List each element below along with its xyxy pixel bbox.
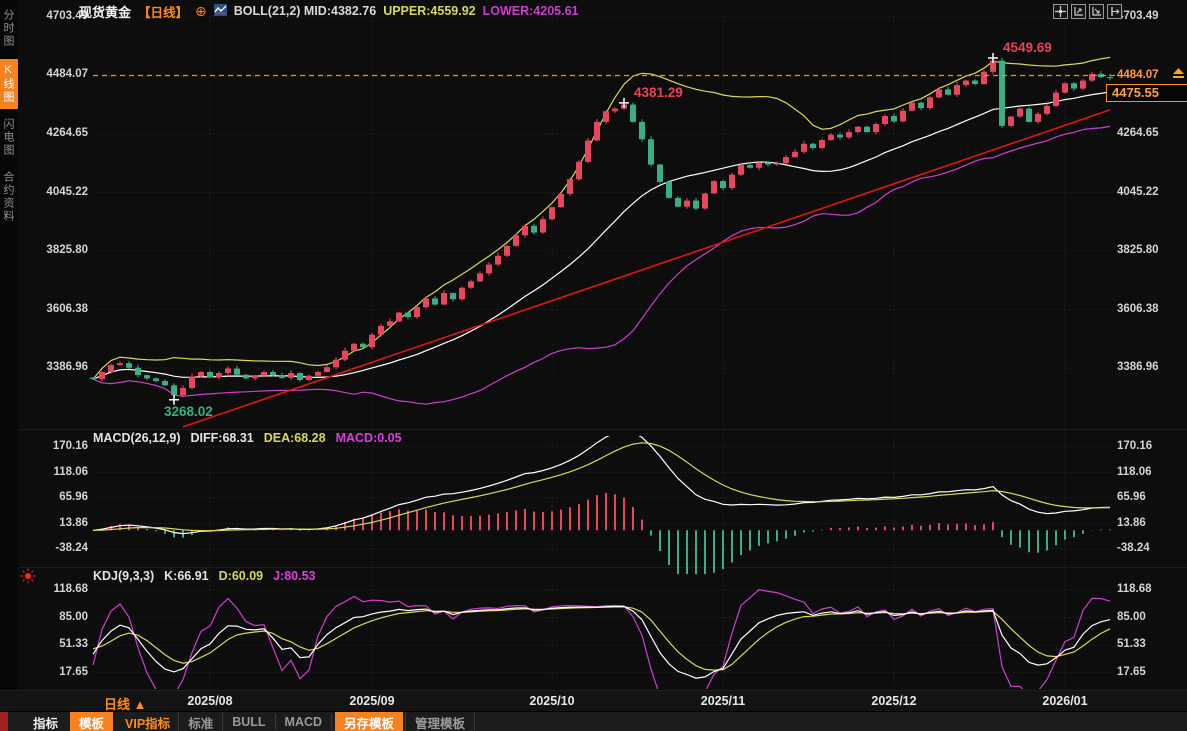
x-axis-row: 日线 ▲ 2025/08 2025/09 2025/10 2025/11 2025/12… <box>0 690 1187 712</box>
macd-dea-readout: DEA:68.28 <box>263 431 326 445</box>
chart-tools <box>1053 4 1122 19</box>
main-y-tick-right: 3606.38 <box>1117 302 1159 315</box>
kdj-k-readout: K:66.91 <box>164 569 209 583</box>
price-annotation: 4549.69 <box>1003 40 1052 55</box>
main-y-tick-left: 4264.65 <box>46 126 88 139</box>
kdj-y-tick-left: 51.33 <box>59 637 88 650</box>
x-axis-month-label: 2025/11 <box>700 694 746 708</box>
toolbar-tab-manage-templates[interactable]: 管理模板 <box>405 711 476 731</box>
period-selector[interactable]: 日线 ▲ <box>104 697 147 712</box>
macd-label: MACD(26,12,9) <box>93 431 181 445</box>
last-price-label: 4475.55 <box>1106 84 1187 102</box>
alert-sun-icon[interactable] <box>20 568 36 589</box>
bottom-toolbar: 指标 模板 VIP指标 标准 BULL MACD 另存模板 管理模板 <box>0 711 1187 731</box>
macd-y-tick-left: 118.06 <box>53 465 88 478</box>
boll-upper-readout: UPPER:4559.92 <box>383 4 476 18</box>
price-annotation: 3268.02 <box>164 403 213 419</box>
main-y-tick-left: 3606.38 <box>46 302 88 315</box>
main-y-tick-right: 3386.96 <box>1117 361 1159 373</box>
toolbar-tab-macd[interactable]: MACD <box>274 714 333 730</box>
sidebar-item-time-chart[interactable]: 分时图 <box>2 9 14 48</box>
macd-y-tick-left: 65.96 <box>59 491 88 503</box>
main-y-tick-left: 3386.96 <box>46 361 88 373</box>
macd-y-tick-right: 118.06 <box>1117 465 1152 478</box>
kdj-header: KDJ(9,3,3) K:66.91 D:60.09 J:80.53 <box>93 569 316 583</box>
kdj-y-tick-right: 118.68 <box>1117 583 1152 595</box>
indicator-chart-icon[interactable] <box>213 3 227 19</box>
left-sidebar: 分时图 K线图闪电图合约资料 <box>0 0 18 731</box>
macd-y-tick-right: 170.16 <box>1117 440 1153 452</box>
main-y-tick-left: 4484.07 <box>46 68 88 81</box>
toolbar-tab-bull[interactable]: BULL <box>222 714 276 730</box>
exit-chart-icon[interactable] <box>1107 4 1122 19</box>
main-y-tick-right: 4703.49 <box>1117 10 1159 22</box>
price-annotation: 4381.29 <box>634 84 683 100</box>
main-y-tick-left: 4045.22 <box>46 185 88 198</box>
sidebar-item-contract-info[interactable]: 合约资料 <box>2 171 14 223</box>
main-y-tick-right: 3825.80 <box>1117 244 1159 256</box>
y-axis-scale-icon[interactable] <box>1071 4 1086 19</box>
sidebar-item-lightning-chart[interactable]: 闪电图 <box>2 118 14 157</box>
macd-diff-readout: DIFF:68.31 <box>190 431 254 445</box>
kdj-label: KDJ(9,3,3) <box>93 569 155 583</box>
kdj-y-tick-left: 85.00 <box>59 610 88 623</box>
main-y-tick-left: 3825.80 <box>46 244 88 256</box>
boll-lower-readout: LOWER:4205.61 <box>482 4 579 18</box>
x-axis-month-label: 2025/10 <box>529 694 575 708</box>
x-axis-month-label: 2026/01 <box>1042 694 1088 708</box>
toolbar-tab-templates[interactable]: 模板 <box>70 711 114 731</box>
main-y-tick-right: 4264.65 <box>1117 126 1159 139</box>
x-axis-scale-icon[interactable] <box>1089 4 1104 19</box>
macd-header: MACD(26,12,9) DIFF:68.31 DEA:68.28 MACD:… <box>93 431 402 445</box>
main-y-tick-right: 4045.22 <box>1117 185 1159 198</box>
alert-level-label: 4484.07 <box>1117 69 1159 81</box>
macd-y-tick-left: 13.86 <box>59 516 88 529</box>
kdj-y-tick-right: 51.33 <box>1117 637 1146 650</box>
kdj-y-tick-right: 17.65 <box>1117 665 1146 678</box>
boll-readout: BOLL(21,2) MID:4382.76 <box>233 4 377 18</box>
x-axis-month-label: 2025/12 <box>871 694 917 708</box>
macd-hist-readout: MACD:0.05 <box>335 431 402 445</box>
macd-y-tick-left: 170.16 <box>52 440 88 452</box>
kdj-d-readout: D:60.09 <box>218 569 264 583</box>
kdj-y-tick-left: 17.65 <box>59 665 88 678</box>
macd-y-tick-right: -38.24 <box>1117 542 1150 554</box>
period-tag: 【日线】 <box>138 5 189 20</box>
latest-price-arrow-icon[interactable] <box>1172 66 1185 84</box>
toolbar-tab-vip-indicators[interactable]: VIP指标 <box>125 716 171 731</box>
main-y-tick-left: 4703.49 <box>46 10 88 22</box>
symbol-title: 现货黄金 <box>79 4 132 20</box>
macd-y-tick-right: 13.86 <box>1117 516 1146 529</box>
target-icon[interactable]: ⊕ <box>195 3 207 19</box>
corner-accent <box>0 712 8 731</box>
macd-y-tick-right: 65.96 <box>1117 491 1146 503</box>
toolbar-tab-indicators[interactable]: 指标 <box>33 716 59 731</box>
toolbar-tab-save-template[interactable]: 另存模板 <box>335 711 404 731</box>
crosshair-icon[interactable] <box>1053 4 1068 19</box>
toolbar-tab-standard[interactable]: 标准 <box>178 711 224 731</box>
sidebar-item-kline-chart[interactable]: K线图 <box>0 59 18 109</box>
kdj-y-tick-right: 85.00 <box>1117 610 1146 623</box>
macd-y-tick-left: -38.24 <box>55 542 88 554</box>
kdj-j-readout: J:80.53 <box>273 569 316 583</box>
x-axis-month-label: 2025/08 <box>187 694 233 708</box>
x-axis-month-label: 2025/09 <box>349 694 395 708</box>
chart-header: 现货黄金 【日线】 ⊕ BOLL(21,2) MID:4382.76 UPPER… <box>79 3 579 20</box>
kdj-y-tick-left: 118.68 <box>53 583 88 595</box>
